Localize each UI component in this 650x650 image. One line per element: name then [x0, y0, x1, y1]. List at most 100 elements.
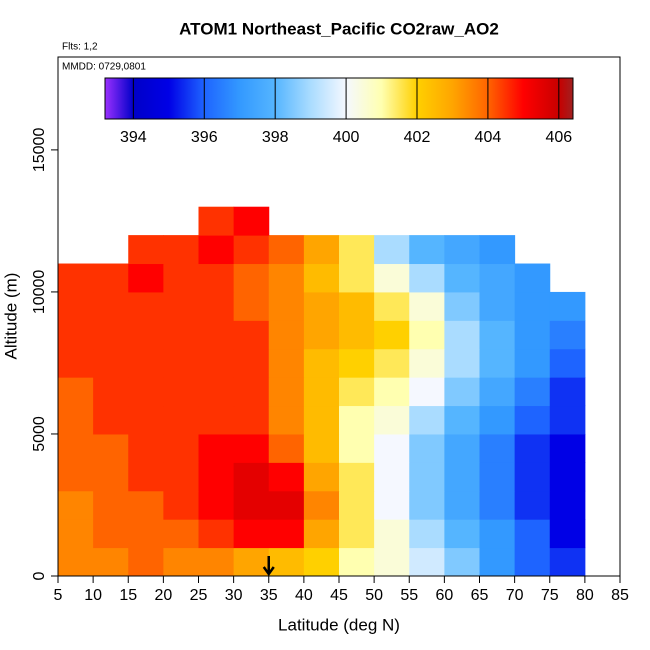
- heat-cell: [339, 235, 375, 265]
- y-tick-label: 15000: [31, 128, 48, 173]
- heat-cell: [163, 547, 199, 577]
- heat-cell: [233, 291, 270, 321]
- heat-cell: [409, 291, 445, 321]
- colorbar-tick-label: 398: [262, 129, 289, 146]
- heat-cell: [58, 348, 94, 378]
- colorbar-tick-label: 404: [475, 129, 502, 146]
- heat-cell: [374, 235, 410, 265]
- x-axis-label: Latitude (deg N): [278, 615, 400, 634]
- heat-cell: [268, 547, 305, 577]
- heat-cell: [514, 320, 551, 350]
- heat-cell: [268, 291, 305, 321]
- colorbar: [104, 77, 574, 120]
- heat-cell: [444, 433, 480, 463]
- heat-cell: [549, 519, 586, 549]
- heat-cell: [303, 547, 340, 577]
- heat-cell: [514, 519, 551, 549]
- heat-cell: [444, 462, 480, 492]
- heat-cell: [339, 547, 375, 577]
- heat-cell: [374, 291, 410, 321]
- heat-cell: [163, 235, 199, 265]
- heat-cell: [514, 547, 551, 577]
- heat-cell: [128, 433, 164, 463]
- x-tick-label: 65: [471, 587, 489, 604]
- heat-cell: [479, 348, 516, 378]
- heat-cell: [444, 377, 480, 407]
- x-tick-label: 15: [119, 587, 137, 604]
- heat-cell: [303, 348, 340, 378]
- heat-cell: [374, 263, 410, 293]
- heat-cell: [268, 348, 305, 378]
- heat-cell: [479, 519, 516, 549]
- heat-cell: [303, 291, 340, 321]
- heat-cell: [128, 263, 164, 293]
- heat-cell: [409, 377, 445, 407]
- heat-cell: [409, 320, 445, 350]
- x-tick-label: 70: [506, 587, 524, 604]
- heat-cell: [58, 377, 94, 407]
- heat-cell: [93, 547, 129, 577]
- heat-cell: [198, 433, 235, 463]
- heat-cell: [233, 405, 270, 435]
- heat-cell: [163, 405, 199, 435]
- subtitle: Flts: 1,2: [62, 42, 98, 53]
- heat-cell: [268, 377, 305, 407]
- heat-cell: [268, 235, 305, 265]
- heat-cell: [268, 320, 305, 350]
- y-tick-label: 0: [31, 571, 48, 580]
- heat-cell: [303, 405, 340, 435]
- colorbar-tick-label: 402: [404, 129, 431, 146]
- heat-cell: [479, 291, 516, 321]
- heat-cell: [128, 547, 164, 577]
- heat-cell: [444, 405, 480, 435]
- heat-cell: [198, 263, 235, 293]
- heat-cell: [268, 405, 305, 435]
- heat-cell: [514, 263, 551, 293]
- heat-cell: [303, 320, 340, 350]
- heat-cell: [233, 433, 270, 463]
- heat-cell: [374, 348, 410, 378]
- heat-cell: [58, 263, 94, 293]
- heat-cell: [374, 405, 410, 435]
- x-tick-label: 45: [330, 587, 348, 604]
- heat-cell: [514, 377, 551, 407]
- heat-cell: [128, 320, 164, 350]
- heat-cell: [444, 348, 480, 378]
- heat-cell: [409, 348, 445, 378]
- heat-cell: [233, 519, 270, 549]
- x-tick-label: 25: [190, 587, 208, 604]
- x-tick-label: 40: [295, 587, 313, 604]
- heat-cell: [93, 490, 129, 520]
- heat-cell: [128, 235, 164, 265]
- heat-cell: [93, 433, 129, 463]
- heat-cell: [58, 519, 94, 549]
- y-axis-label: Altitude (m): [1, 273, 20, 360]
- heat-cell: [549, 291, 586, 321]
- heat-cell: [339, 405, 375, 435]
- heat-cell: [409, 263, 445, 293]
- heat-cell: [374, 377, 410, 407]
- heat-cell: [58, 547, 94, 577]
- heat-cell: [303, 519, 340, 549]
- heat-cell: [374, 320, 410, 350]
- heat-cell: [268, 462, 305, 492]
- heat-cell: [479, 377, 516, 407]
- heat-cell: [128, 348, 164, 378]
- heat-cell: [549, 490, 586, 520]
- heat-cell: [444, 320, 480, 350]
- heat-cell: [514, 433, 551, 463]
- heat-cell: [93, 462, 129, 492]
- heat-cell: [128, 377, 164, 407]
- y-tick-label: 5000: [31, 416, 48, 452]
- colorbar-tick-label: 394: [120, 129, 147, 146]
- heat-cell: [198, 405, 235, 435]
- heat-cell: [233, 462, 270, 492]
- heat-cell: [58, 490, 94, 520]
- heat-cell: [58, 320, 94, 350]
- heat-cell: [128, 462, 164, 492]
- colorbar-tick-label: 406: [545, 129, 572, 146]
- heat-cell: [233, 490, 270, 520]
- heat-cell: [479, 235, 516, 265]
- heat-cell: [198, 206, 235, 236]
- heat-cell: [58, 291, 94, 321]
